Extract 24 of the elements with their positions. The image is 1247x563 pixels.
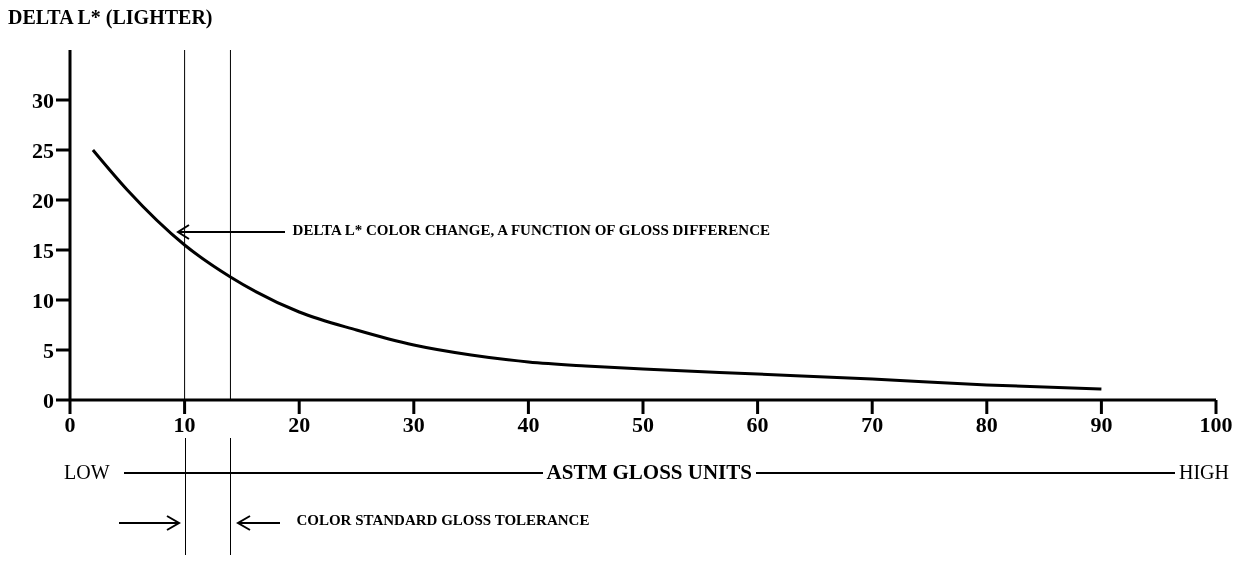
x-tick-label: 10 xyxy=(173,411,196,437)
y-tick-label: 5 xyxy=(43,337,54,363)
x-tick-label: 0 xyxy=(64,411,76,437)
y-tick-label: 30 xyxy=(32,87,54,113)
x-tick-label: 90 xyxy=(1090,411,1113,437)
x-tick-label: 50 xyxy=(632,411,654,437)
y-tick-label: 20 xyxy=(32,187,54,213)
x-axis-title: ASTM GLOSS UNITS xyxy=(546,460,752,485)
text: LOW xyxy=(64,461,110,484)
x-tick-label: 100 xyxy=(1199,411,1233,437)
x-tick-label: 70 xyxy=(861,411,884,437)
y-tick-label: 25 xyxy=(32,137,54,163)
x-tick-label: 60 xyxy=(746,411,769,437)
y-tick-label: 10 xyxy=(32,287,54,313)
x-tick-label: 40 xyxy=(517,411,540,437)
text: COLOR STANDARD GLOSS TOLERANCE xyxy=(296,512,590,529)
x-tick-label: 80 xyxy=(975,411,998,437)
y-tick-label: 0 xyxy=(43,387,54,413)
x-tick-label: 20 xyxy=(288,411,311,437)
x-tick-label: 30 xyxy=(402,411,425,437)
annotation: DELTA L* COLOR CHANGE, A FUNCTION OF GLOSS DIFFERENCE xyxy=(292,222,771,239)
text: HIGH xyxy=(1179,461,1230,484)
y-axis-title: DELTA L* (LIGHTER) xyxy=(8,6,213,29)
y-tick-label: 15 xyxy=(32,237,54,263)
